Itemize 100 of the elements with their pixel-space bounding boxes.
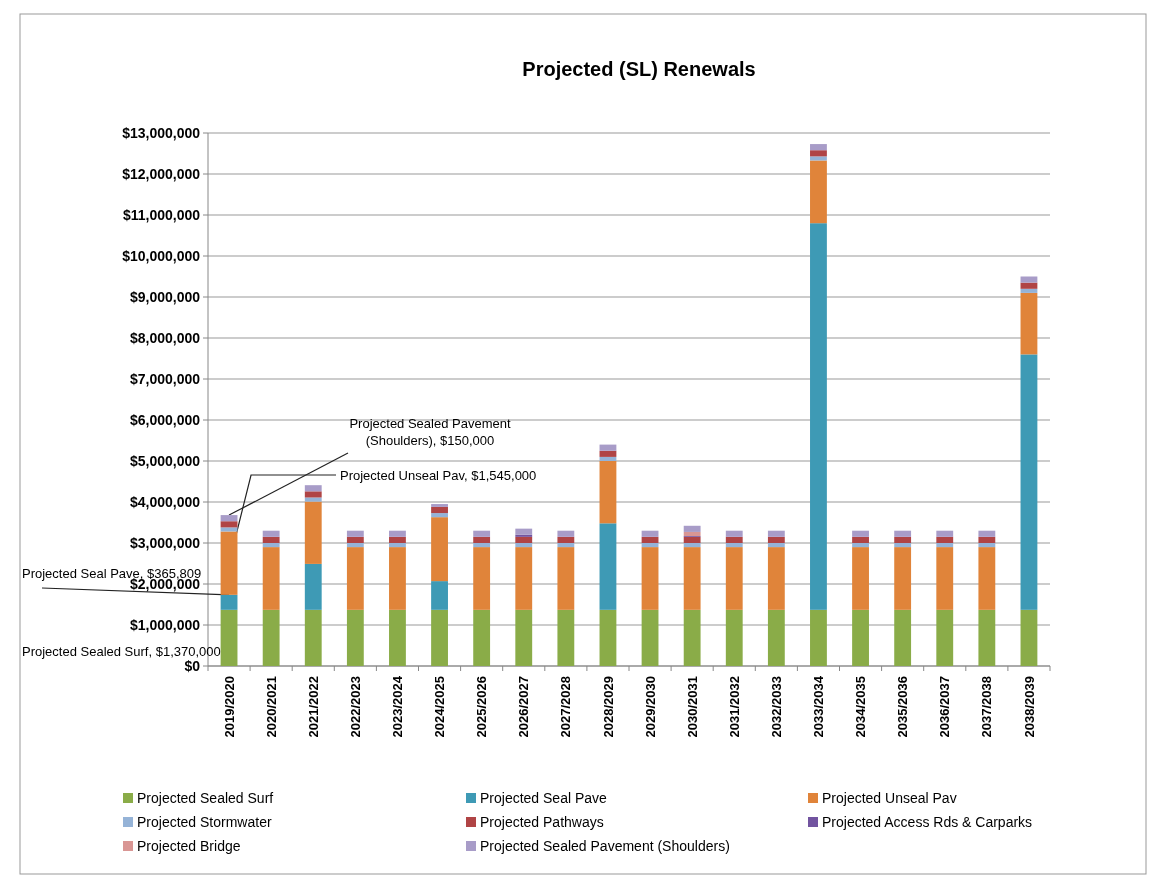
legend-label: Projected Pathways <box>480 813 604 830</box>
bar <box>683 531 701 537</box>
bar <box>220 531 238 595</box>
legend-label: Projected Stormwater <box>137 813 272 830</box>
legend-label: Projected Seal Pave <box>480 789 608 806</box>
bar <box>389 609 406 666</box>
bar <box>599 444 617 451</box>
bar <box>810 160 827 224</box>
bar <box>725 543 743 548</box>
x-tick-label: 2038/2039 <box>1021 676 1037 738</box>
x-tick-label: 2026/2027 <box>516 676 532 738</box>
bar <box>852 609 869 666</box>
bar <box>599 450 617 457</box>
bar <box>557 536 575 543</box>
bar <box>515 536 533 543</box>
x-tick-label: 2022/2023 <box>347 676 363 738</box>
legend-label: Projected Access Rds & Carparks <box>822 813 1033 830</box>
y-tick-label: $11,000,000 <box>122 206 201 223</box>
chart-title: Projected (SL) Renewals <box>522 58 756 80</box>
bar <box>725 530 743 537</box>
annotation: Projected Sealed Surf, $1,370,000 <box>22 644 221 659</box>
bar <box>346 543 364 548</box>
bar <box>936 547 954 610</box>
bar <box>683 547 701 610</box>
bar <box>725 547 743 610</box>
bar <box>220 515 238 522</box>
x-tick-label: 2033/2034 <box>811 675 826 738</box>
bar <box>304 563 322 610</box>
x-tick-label: 2019/2020 <box>221 676 237 738</box>
legend-label: Projected Bridge <box>137 837 241 854</box>
legend-label: Projected Sealed Surf <box>137 789 274 806</box>
bar <box>894 530 912 537</box>
bar <box>1020 609 1038 666</box>
bar <box>767 609 785 666</box>
bar <box>725 536 743 543</box>
bar <box>262 536 280 543</box>
x-tick-label: 2036/2037 <box>937 676 953 738</box>
bar <box>431 517 448 582</box>
bar <box>220 594 238 610</box>
bar <box>557 530 575 537</box>
bar <box>557 547 575 610</box>
bar <box>262 547 280 610</box>
bar <box>852 530 869 537</box>
bar <box>810 223 827 610</box>
bar <box>852 547 869 610</box>
bar <box>978 547 996 610</box>
bar <box>431 506 448 514</box>
x-tick-label: 2025/2026 <box>474 676 490 738</box>
bar <box>220 521 238 528</box>
bar <box>473 543 491 548</box>
legend-label: Projected Unseal Pav <box>822 789 957 806</box>
bar <box>557 609 575 666</box>
bar <box>473 547 491 610</box>
bar <box>767 547 785 610</box>
x-tick-label: 2030/2031 <box>684 676 700 738</box>
bar <box>936 536 954 543</box>
bar <box>304 609 322 666</box>
bar <box>389 543 406 548</box>
bar <box>473 530 491 537</box>
bar <box>683 536 701 543</box>
y-tick-label: $0 <box>184 657 201 674</box>
bar <box>346 547 364 610</box>
bar <box>810 144 827 151</box>
y-tick-label: $7,000,000 <box>129 370 201 387</box>
x-tick-label: 2031/2032 <box>726 676 742 738</box>
bar <box>978 530 996 537</box>
bar <box>262 530 280 537</box>
y-tick-label: $4,000,000 <box>129 493 201 510</box>
bar <box>936 530 954 537</box>
bar <box>641 547 659 610</box>
bar <box>683 609 701 666</box>
bar <box>810 156 827 161</box>
x-tick-label: 2021/2022 <box>305 676 321 738</box>
x-tick-label: 2029/2030 <box>642 676 658 738</box>
bar <box>431 581 448 610</box>
bar <box>599 609 617 666</box>
y-tick-label: $10,000,000 <box>122 247 201 264</box>
bar <box>473 536 491 543</box>
bar <box>431 513 448 518</box>
x-tick-label: 2034/2035 <box>853 676 869 738</box>
y-tick-label: $5,000,000 <box>129 452 201 469</box>
y-tick-label: $12,000,000 <box>122 165 201 182</box>
bar <box>389 547 406 610</box>
bar <box>641 530 659 537</box>
bar <box>262 543 280 548</box>
bar <box>767 530 785 537</box>
bar <box>894 536 912 543</box>
bar <box>346 536 364 543</box>
bar <box>810 609 827 666</box>
annotation: Projected Sealed Pavement (Shoulders), $150,000 <box>349 416 511 448</box>
bar <box>894 609 912 666</box>
bar <box>936 543 954 548</box>
bar <box>852 543 869 548</box>
y-tick-label: $8,000,000 <box>129 329 201 346</box>
bar <box>304 485 322 492</box>
bar <box>220 609 238 666</box>
x-tick-label: 2032/2033 <box>768 676 784 738</box>
bar <box>978 609 996 666</box>
x-tick-label: 2023/2024 <box>390 675 405 738</box>
bar <box>515 609 533 666</box>
